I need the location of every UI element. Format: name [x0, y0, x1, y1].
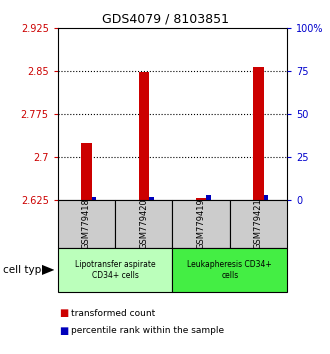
Bar: [58, 248, 173, 292]
Text: Leukapheresis CD34+
cells: Leukapheresis CD34+ cells: [187, 260, 272, 280]
Bar: [92, 196, 96, 200]
Bar: [206, 195, 211, 200]
Bar: [149, 196, 153, 200]
Bar: [139, 72, 149, 200]
Bar: [58, 200, 115, 248]
Bar: [173, 200, 230, 248]
Text: GSM779418: GSM779418: [82, 199, 91, 249]
Bar: [173, 248, 287, 292]
Text: ■: ■: [59, 308, 69, 318]
Text: transformed count: transformed count: [71, 309, 155, 318]
Bar: [253, 67, 264, 200]
Text: cell type: cell type: [3, 265, 48, 275]
Polygon shape: [42, 265, 54, 275]
Text: GSM779421: GSM779421: [254, 199, 263, 249]
Text: GSM779420: GSM779420: [139, 199, 148, 249]
Bar: [115, 200, 173, 248]
Bar: [81, 143, 92, 200]
Bar: [230, 200, 287, 248]
Bar: [196, 198, 206, 200]
Bar: [264, 195, 268, 200]
Text: GDS4079 / 8103851: GDS4079 / 8103851: [102, 12, 228, 25]
Text: percentile rank within the sample: percentile rank within the sample: [71, 326, 224, 336]
Text: ■: ■: [59, 326, 69, 336]
Text: Lipotransfer aspirate
CD34+ cells: Lipotransfer aspirate CD34+ cells: [75, 260, 155, 280]
Text: GSM779419: GSM779419: [197, 199, 206, 249]
